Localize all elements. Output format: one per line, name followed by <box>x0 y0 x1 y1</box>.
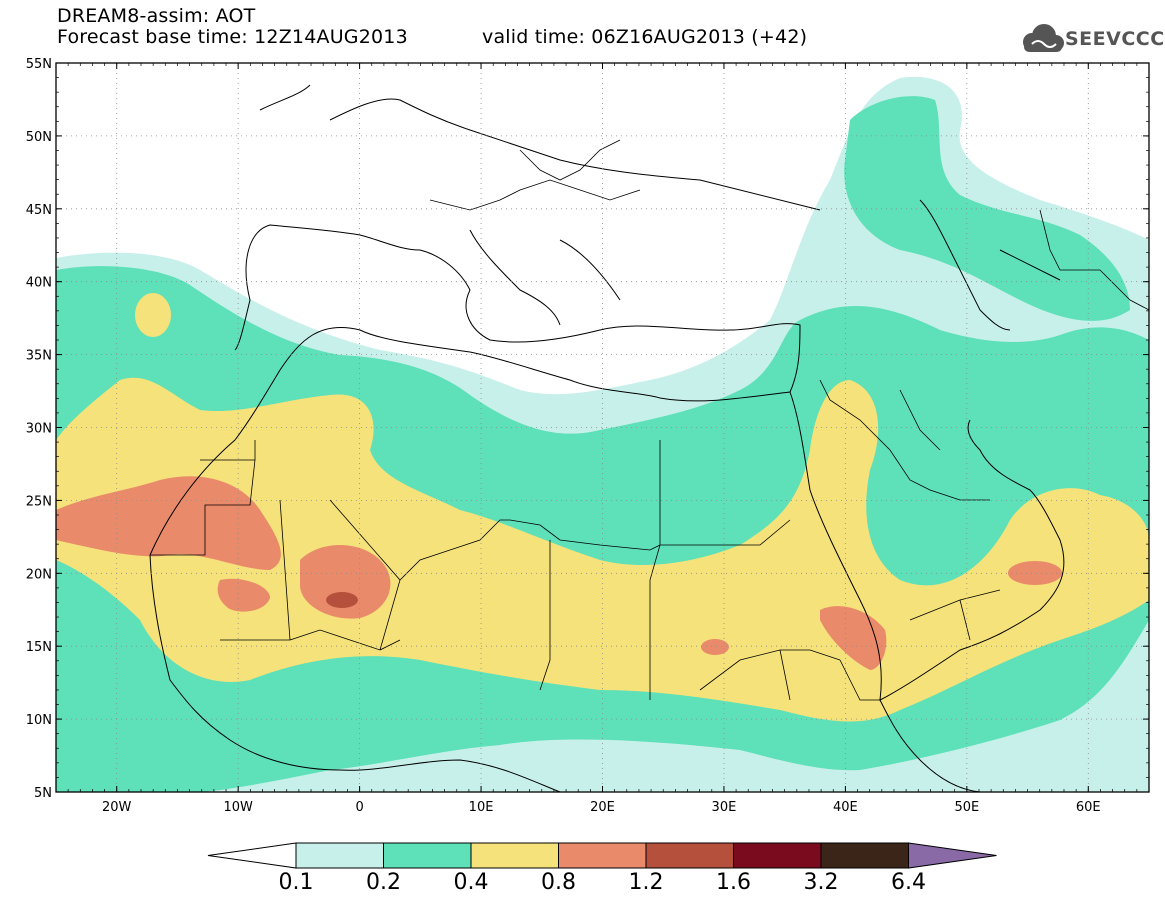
colorbar-under-triangle <box>207 842 297 869</box>
lat-axis: 55N 50N 45N 40N 35N 30N 25N 20N 15N 10N 5N <box>26 57 1149 801</box>
colorbar: 0.1 0.2 0.4 0.8 1.2 1.6 3.2 6.4 <box>207 842 997 895</box>
lat-tick-label: 15N <box>26 640 52 655</box>
colorbar-swatch <box>295 842 384 869</box>
colorbar-label: 0.4 <box>454 870 489 895</box>
graticule <box>56 63 1149 792</box>
aot-field <box>56 63 1149 792</box>
colorbar-swatch <box>558 842 647 869</box>
colorbar-swatch <box>383 842 472 869</box>
colorbar-swatch <box>820 842 909 869</box>
lat-tick-label: 50N <box>26 130 52 145</box>
cloud-icon <box>1023 24 1064 52</box>
lat-tick-label: 20N <box>26 567 52 582</box>
lon-tick-label: 10W <box>223 800 253 815</box>
colorbar-label: 3.2 <box>804 870 839 895</box>
valid-time: valid time: 06Z16AUG2013 (+42) <box>482 26 808 48</box>
lat-tick-label: 25N <box>26 494 52 509</box>
colorbar-swatch <box>733 842 822 869</box>
logo-text: SEEVCCC <box>1065 28 1165 50</box>
aot-band-0.2-north <box>844 96 1130 321</box>
lat-tick-label: 10N <box>26 713 52 728</box>
colorbar-label: 0.1 <box>279 870 314 895</box>
aot-band-1.2 <box>326 592 358 608</box>
lat-tick-label: 5N <box>34 786 52 801</box>
lat-tick-label: 30N <box>26 422 52 437</box>
colorbar-label: 6.4 <box>891 870 926 895</box>
lat-tick-label: 40N <box>26 276 52 291</box>
lat-tick-label: 55N <box>26 57 52 72</box>
aot-band-0.8 <box>56 476 281 570</box>
borders <box>150 139 1149 701</box>
lon-tick-label: 10E <box>469 800 494 815</box>
colorbar-swatch <box>645 842 734 869</box>
lon-tick-label: 50E <box>954 800 979 815</box>
colorbar-label: 0.8 <box>541 870 576 895</box>
colorbar-label: 1.6 <box>716 870 751 895</box>
coastlines <box>149 84 1065 792</box>
lon-tick-label: 60E <box>1076 800 1101 815</box>
lat-tick-label: 35N <box>26 349 52 364</box>
lon-axis: 20W 10W 0 10E 20E 30E 40E 50E 60E <box>55 63 1150 815</box>
colorbar-swatch <box>470 842 559 869</box>
lon-tick-label: 40E <box>833 800 858 815</box>
lon-tick-label: 0 <box>355 800 363 815</box>
colorbar-over-triangle <box>908 842 997 869</box>
lat-tick-label: 45N <box>26 203 52 218</box>
colorbar-label: 1.2 <box>629 870 664 895</box>
map-title: DREAM8-assim: AOT <box>57 5 256 27</box>
forecast-base-time: Forecast base time: 12Z14AUG2013 <box>57 26 408 48</box>
colorbar-label: 0.2 <box>366 870 401 895</box>
lon-tick-label: 20W <box>102 800 132 815</box>
lon-tick-label: 20E <box>590 800 615 815</box>
lon-tick-label: 30E <box>712 800 737 815</box>
